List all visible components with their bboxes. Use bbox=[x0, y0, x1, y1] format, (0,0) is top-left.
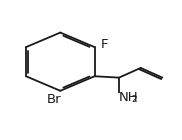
Bar bbox=[98, 41, 111, 48]
Text: NH: NH bbox=[119, 91, 139, 103]
Text: F: F bbox=[101, 38, 108, 51]
Bar bbox=[113, 93, 132, 101]
Text: 2: 2 bbox=[131, 95, 137, 104]
Bar bbox=[45, 95, 63, 103]
Text: Br: Br bbox=[47, 93, 61, 106]
